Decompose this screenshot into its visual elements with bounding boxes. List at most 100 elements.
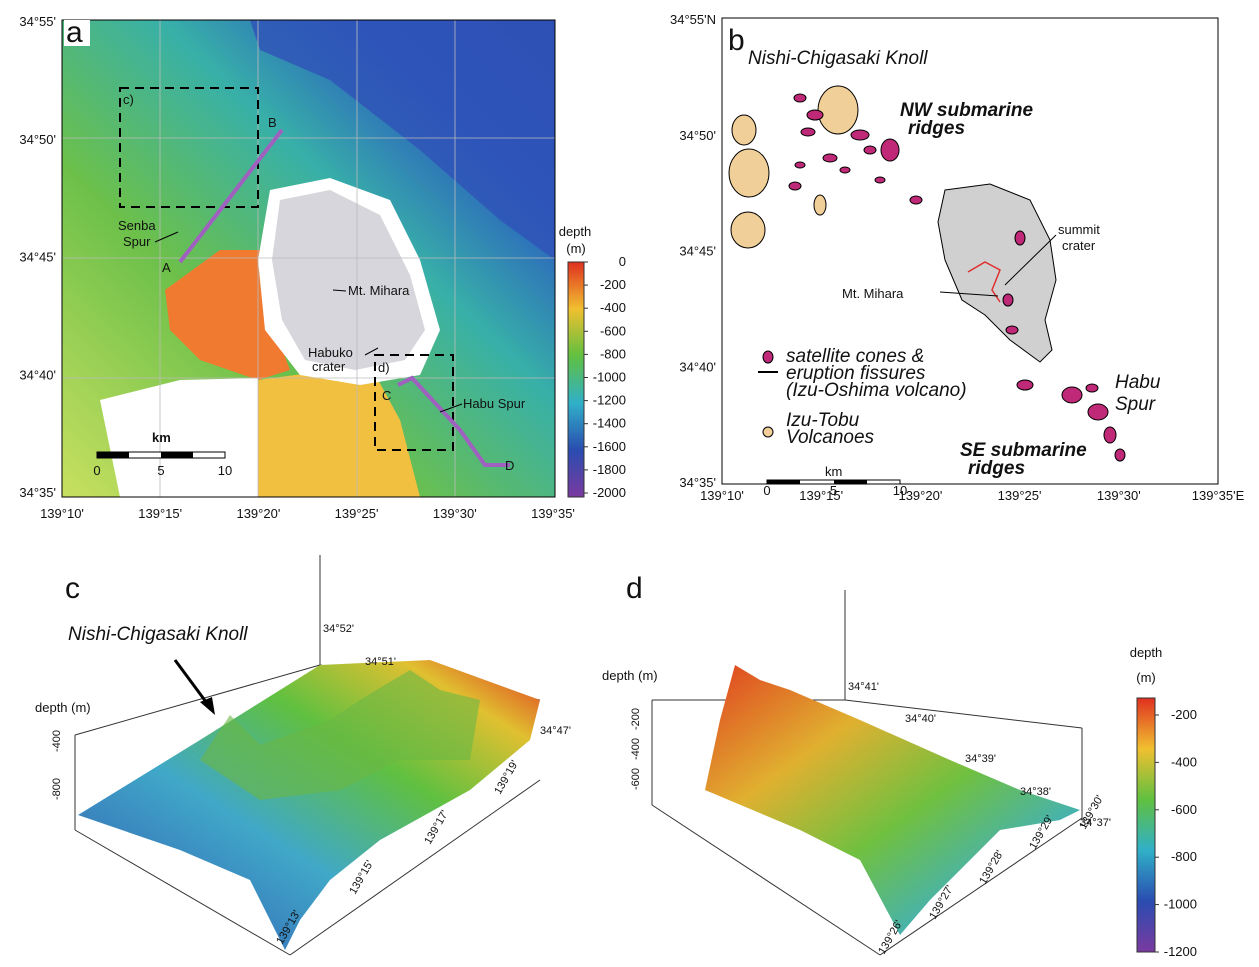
colorbar bbox=[1137, 698, 1155, 952]
colorbar-tick-label: 0 bbox=[619, 254, 626, 269]
panel-a: a c) d) A B C D Senba Spur Mt. Mihara Ha… bbox=[62, 16, 591, 497]
scale-tick-label: 0 bbox=[763, 483, 770, 498]
annotation: Senba bbox=[118, 218, 156, 233]
lon-tick-label: 139°25' bbox=[335, 506, 379, 521]
arrow-head bbox=[200, 697, 215, 715]
lat-tick-label: 34°45' bbox=[679, 244, 716, 259]
lat-tick-label: 34°52' bbox=[323, 623, 354, 635]
point-label: D bbox=[505, 458, 514, 473]
z-tick-label: -600 bbox=[630, 768, 642, 790]
z-tick-label: -200 bbox=[630, 708, 642, 730]
scale-tick-label: 0 bbox=[93, 463, 100, 478]
lat-tick-label: 34°50' bbox=[679, 128, 716, 143]
lon-tick-label: 139°15' bbox=[138, 506, 182, 521]
annotation: Mt. Mihara bbox=[348, 283, 410, 298]
colorbar-tick-label: -1000 bbox=[1164, 897, 1197, 912]
lon-tick-label: 139°26' bbox=[876, 918, 905, 956]
annotation: Nishi-Chigasaki Knoll bbox=[748, 48, 928, 69]
annotation: summit bbox=[1058, 222, 1100, 237]
colorbar-tick-label: -2000 bbox=[593, 485, 626, 500]
colorbar-tick-label: -200 bbox=[1171, 707, 1197, 722]
colorbar-tick-label: -1600 bbox=[593, 439, 626, 454]
annotation: Habu Spur bbox=[463, 396, 526, 411]
lat-tick-label: 34°40' bbox=[905, 713, 936, 725]
legend-text: (Izu-Oshima volcano) bbox=[786, 380, 967, 401]
scale-tick-label: 10 bbox=[893, 483, 907, 498]
annotation: Spur bbox=[123, 234, 151, 249]
panel-label: a bbox=[66, 16, 83, 49]
panel-c: c Nishi-Chigasaki Knoll depth (m) -400 -… bbox=[35, 555, 571, 955]
colorbar-tick-label: -400 bbox=[1171, 754, 1197, 769]
scale-unit: km bbox=[825, 464, 842, 479]
lon-tick-label: 139°30' bbox=[1097, 488, 1141, 503]
colorbar-unit: (m) bbox=[566, 241, 586, 256]
colorbar-title: depth bbox=[559, 224, 592, 239]
annotation: Mt. Mihara bbox=[842, 286, 904, 301]
lon-tick-label: 139°35' bbox=[531, 506, 575, 521]
lon-tick-label: 139°20' bbox=[236, 506, 280, 521]
box-label: d) bbox=[378, 360, 390, 375]
annotation: Nishi-Chigasaki Knoll bbox=[68, 624, 248, 645]
z-tick-label: -400 bbox=[630, 738, 642, 760]
annotation: crater bbox=[1062, 238, 1096, 253]
annotation: ridges bbox=[908, 118, 965, 139]
colorbar-unit: (m) bbox=[1136, 670, 1156, 685]
lat-tick-label: 34°40' bbox=[679, 359, 716, 374]
lat-tick-label: 34°41' bbox=[848, 681, 879, 693]
colorbar-tick-label: -200 bbox=[600, 277, 626, 292]
lon-tick-label: 139°28' bbox=[977, 848, 1006, 886]
panel-label: d bbox=[626, 572, 643, 605]
point-label: B bbox=[268, 115, 277, 130]
annotation: crater bbox=[312, 359, 346, 374]
axis-title: depth (m) bbox=[35, 700, 91, 715]
colorbar-tick-label: -400 bbox=[600, 300, 626, 315]
annotation: Spur bbox=[1115, 394, 1156, 415]
lon-tick-label: 139°10' bbox=[700, 488, 744, 503]
point-label: C bbox=[382, 388, 391, 403]
z-tick-label: -800 bbox=[51, 778, 63, 800]
figure: a c) d) A B C D Senba Spur Mt. Mihara Ha… bbox=[0, 0, 1259, 967]
no-data bbox=[100, 378, 258, 497]
legend-text: Volcanoes bbox=[786, 427, 875, 448]
panel-b: b Nishi-Chigasaki Knoll NW submarine rid… bbox=[722, 18, 1218, 484]
annotation: ridges bbox=[968, 458, 1025, 479]
lon-tick-label: 139°35'E bbox=[1192, 488, 1245, 503]
scale-unit: km bbox=[152, 430, 171, 445]
panel-d: d depth (m) -200 -400 -600 34°41' 34°40'… bbox=[602, 572, 1162, 957]
panel-label: b bbox=[728, 24, 745, 57]
scale-tick-label: 5 bbox=[157, 463, 164, 478]
annotation: Habuko bbox=[308, 345, 353, 360]
panel-label: c bbox=[65, 572, 80, 605]
colorbar-tick-label: -1400 bbox=[593, 416, 626, 431]
lat-tick-label: 34°55'N bbox=[670, 12, 716, 27]
lat-tick-label: 34°45' bbox=[19, 250, 56, 265]
z-tick-label: -400 bbox=[51, 730, 63, 752]
colorbar bbox=[568, 262, 584, 497]
colorbar-tick-label: -600 bbox=[600, 323, 626, 338]
colorbar-tick-label: -1000 bbox=[593, 370, 626, 385]
lat-tick-label: 34°39' bbox=[965, 753, 996, 765]
lon-tick-label: 139°10' bbox=[40, 506, 84, 521]
colorbar-tick-label: -800 bbox=[600, 346, 626, 361]
scale-bar bbox=[97, 452, 225, 458]
colorbar-tick-label: -1200 bbox=[1164, 944, 1197, 959]
scale-tick-label: 5 bbox=[830, 483, 837, 498]
annotation: Habu bbox=[1115, 372, 1161, 393]
colorbar-tick-label: -1800 bbox=[593, 462, 626, 477]
lat-tick-label: 34°38' bbox=[1020, 786, 1051, 798]
axis-title: depth (m) bbox=[602, 668, 658, 683]
lon-tick-label: 139°15' bbox=[347, 858, 376, 896]
box-label: c) bbox=[123, 92, 134, 107]
lat-tick-label: 34°55' bbox=[19, 14, 56, 29]
lon-tick-label: 139°30' bbox=[433, 506, 477, 521]
colorbar-tick-label: -1200 bbox=[593, 393, 626, 408]
legend-swatch bbox=[763, 427, 773, 437]
lat-tick-label: 34°47' bbox=[540, 725, 571, 737]
lat-tick-label: 34°51' bbox=[365, 656, 396, 668]
colorbar-title: depth bbox=[1130, 645, 1163, 660]
lat-tick-label: 34°50' bbox=[19, 132, 56, 147]
colorbar-tick-label: -800 bbox=[1171, 849, 1197, 864]
lon-tick-label: 139°25' bbox=[998, 488, 1042, 503]
scale-tick-label: 10 bbox=[218, 463, 232, 478]
lat-tick-label: 34°40' bbox=[19, 367, 56, 382]
